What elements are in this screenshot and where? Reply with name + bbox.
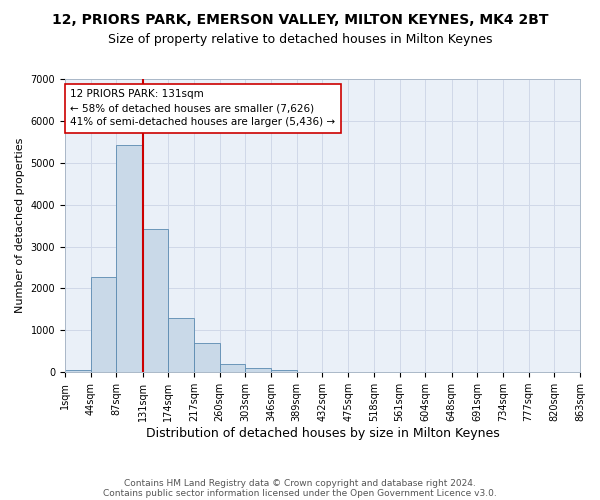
Y-axis label: Number of detached properties: Number of detached properties <box>15 138 25 314</box>
Bar <box>168 318 194 372</box>
X-axis label: Distribution of detached houses by size in Milton Keynes: Distribution of detached houses by size … <box>146 427 499 440</box>
Text: 12, PRIORS PARK, EMERSON VALLEY, MILTON KEYNES, MK4 2BT: 12, PRIORS PARK, EMERSON VALLEY, MILTON … <box>52 12 548 26</box>
Text: 12 PRIORS PARK: 131sqm
← 58% of detached houses are smaller (7,626)
41% of semi-: 12 PRIORS PARK: 131sqm ← 58% of detached… <box>70 90 335 128</box>
Text: Contains HM Land Registry data © Crown copyright and database right 2024.: Contains HM Land Registry data © Crown c… <box>124 478 476 488</box>
Bar <box>245 368 271 372</box>
Bar <box>116 145 142 372</box>
Bar <box>91 276 116 372</box>
Text: Size of property relative to detached houses in Milton Keynes: Size of property relative to detached ho… <box>108 32 492 46</box>
Bar <box>194 344 220 372</box>
Bar <box>143 229 168 372</box>
Bar <box>65 370 91 372</box>
Text: Contains public sector information licensed under the Open Government Licence v3: Contains public sector information licen… <box>103 488 497 498</box>
Bar <box>220 364 245 372</box>
Bar <box>271 370 297 372</box>
